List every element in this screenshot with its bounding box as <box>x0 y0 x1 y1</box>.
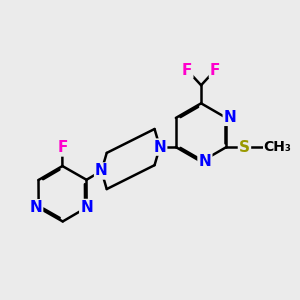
Text: N: N <box>80 200 93 215</box>
Text: N: N <box>29 200 42 215</box>
Text: N: N <box>199 154 211 169</box>
Text: N: N <box>153 140 166 154</box>
Text: F: F <box>57 140 68 155</box>
Text: N: N <box>95 164 108 178</box>
Text: N: N <box>224 110 236 125</box>
Text: CH₃: CH₃ <box>264 140 292 154</box>
Text: F: F <box>210 63 220 78</box>
Text: F: F <box>182 63 192 78</box>
Text: S: S <box>239 140 250 154</box>
